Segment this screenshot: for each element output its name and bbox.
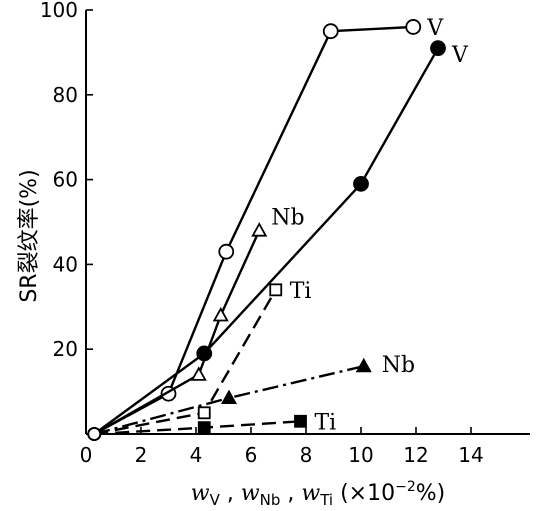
origin-point [87, 427, 102, 441]
data-point [355, 357, 372, 373]
series-line [94, 289, 277, 436]
x-title-unit-a: (×10 [333, 481, 395, 506]
x-title-sub-v: V [210, 491, 221, 509]
x-title-sub-ti: Ti [319, 491, 333, 509]
series-line [93, 229, 261, 436]
x-title-w2: w [241, 481, 260, 506]
series-0 [87, 19, 422, 441]
data-point [322, 23, 339, 40]
series-line [93, 47, 440, 435]
x-tick-label: 4 [190, 443, 203, 467]
series-label: Nb [382, 353, 415, 378]
x-tick-label: 10 [348, 443, 373, 467]
series-label: Ti [290, 279, 312, 304]
series-layer [87, 19, 446, 441]
x-title-unit-b: %) [416, 481, 446, 506]
x-title-w1: w [191, 481, 210, 506]
data-point [190, 366, 207, 381]
data-point [405, 19, 422, 35]
data-point [197, 406, 211, 420]
series-label: V [426, 16, 444, 41]
data-point [220, 389, 238, 405]
x-tick-label: 14 [458, 443, 483, 467]
series-1 [87, 40, 446, 441]
data-point [197, 421, 211, 435]
x-title-w3: w [301, 481, 320, 506]
series-label: Nb [271, 205, 304, 230]
data-point [218, 243, 235, 260]
series-line [93, 25, 414, 436]
x-title-sep1: , [220, 481, 241, 506]
series-label: Ti [315, 410, 337, 435]
x-title-exp: −2 [395, 479, 416, 495]
data-point [430, 40, 446, 57]
data-point [251, 222, 268, 237]
x-tick-label: 8 [300, 443, 313, 467]
y-axis-title: SR裂纹率(%) [17, 169, 42, 302]
x-tick-label: 6 [245, 443, 258, 467]
series-label: V [451, 43, 469, 68]
x-tick-label: 2 [135, 443, 148, 467]
ticks: 0 2 4 6 8 10 12 14 20 40 60 80 100 [40, 0, 484, 467]
x-axis-title: wV , wNb , wTi (×10−2%) [191, 479, 446, 509]
x-title-sub-nb: Nb [260, 491, 281, 509]
series-5 [87, 414, 307, 441]
y-tick-label: 40 [53, 252, 78, 276]
y-tick-label: 100 [40, 0, 78, 22]
data-point [353, 175, 369, 192]
data-point [294, 414, 307, 428]
y-tick-label: 60 [53, 168, 78, 192]
y-tick-label: 80 [53, 83, 78, 107]
y-tick-label: 20 [53, 337, 78, 361]
axes [85, 10, 530, 435]
x-tick-label: 0 [80, 443, 93, 467]
series-labels: VV Nb Ti Nb Ti [271, 16, 469, 435]
series-2 [87, 222, 268, 441]
data-point [269, 283, 283, 297]
x-tick-label: 12 [403, 443, 428, 467]
x-title-sep2: , [280, 481, 301, 506]
data-point [212, 306, 229, 322]
